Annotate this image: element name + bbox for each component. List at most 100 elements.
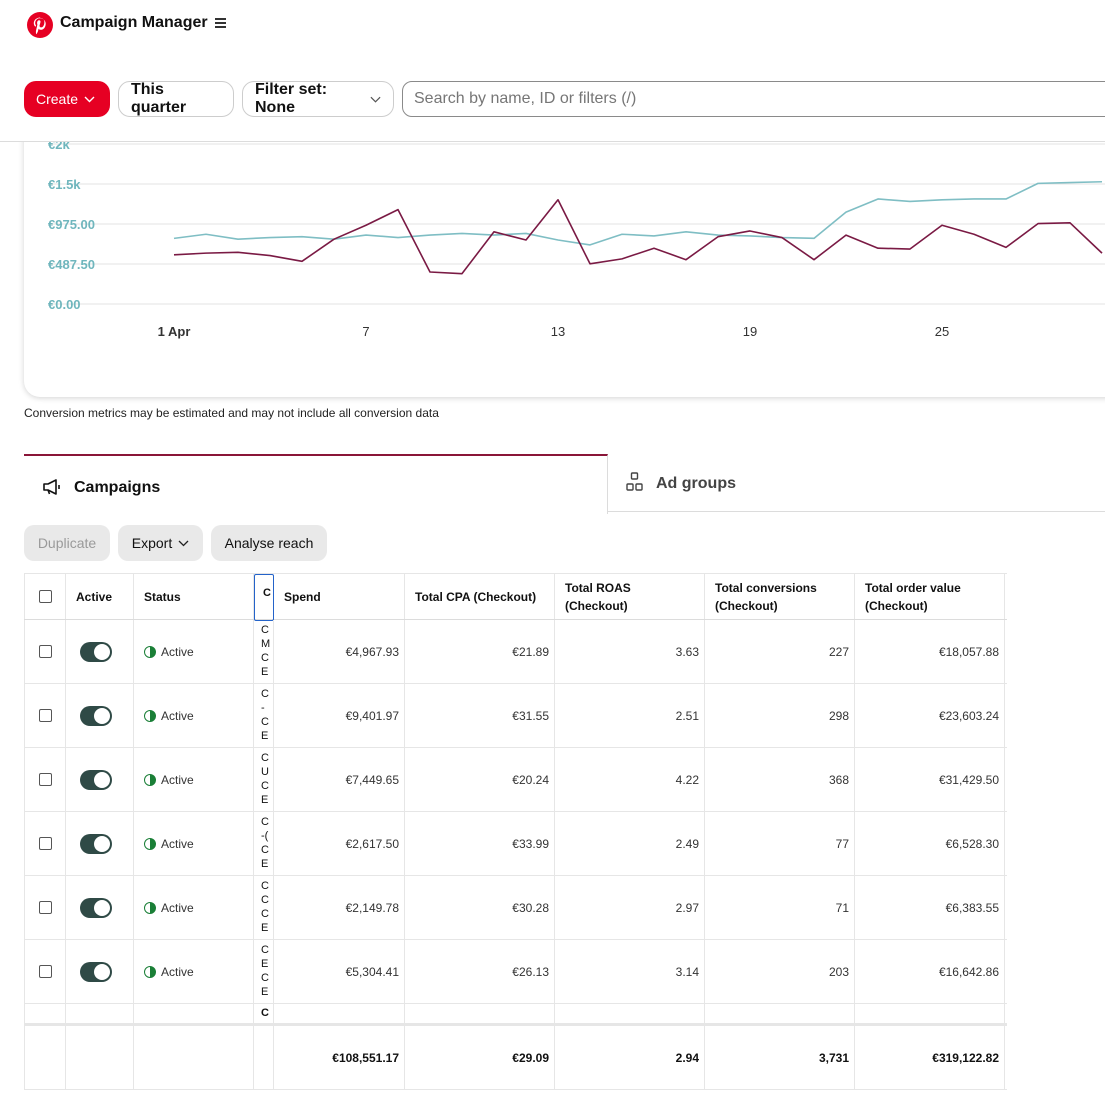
header-conversions[interactable]: Total conversions (Checkout)	[705, 574, 855, 619]
row-spend: €7,449.65	[274, 748, 405, 811]
table-header-row: Active Status C Spend Total CPA (Checkou…	[24, 573, 1007, 621]
row-roas: 2.49	[555, 812, 705, 875]
row-name-cell[interactable]: C C C E	[254, 876, 274, 939]
ad-groups-icon	[626, 472, 643, 491]
row-cpa: €20.24	[405, 748, 555, 811]
conversion-disclaimer: Conversion metrics may be estimated and …	[24, 406, 439, 420]
row-status-cell: Active	[134, 812, 254, 875]
y-tick-label: €487.50	[48, 257, 95, 272]
date-range-button[interactable]: This quarter	[118, 81, 234, 117]
active-toggle[interactable]	[80, 897, 112, 918]
row-name-cell[interactable]: C -( C E	[254, 812, 274, 875]
table-row[interactable]: Active C E C E €5,304.41 €26.13 3.14 203…	[24, 940, 1007, 1004]
header-spend[interactable]: Spend	[274, 574, 405, 619]
chevron-down-icon	[370, 96, 381, 103]
row-conversions: 77	[705, 812, 855, 875]
table-totals-row: €108,551.17 €29.09 2.94 3,731 €319,122.8…	[24, 1023, 1007, 1090]
status-active-icon	[144, 645, 156, 658]
totals-blank	[134, 1026, 254, 1089]
row-cpa	[405, 1004, 555, 1023]
header-roas[interactable]: Total ROAS (Checkout)	[555, 574, 705, 619]
active-toggle[interactable]	[80, 961, 112, 982]
row-spend: €2,149.78	[274, 876, 405, 939]
campaign-name-truncated: C E C E	[261, 944, 269, 998]
filter-set-label: Filter set: None	[255, 81, 328, 116]
row-order-value: €16,642.86	[855, 940, 1005, 1003]
row-checkbox[interactable]	[38, 901, 52, 914]
analyse-reach-button[interactable]: Analyse reach	[211, 525, 327, 561]
campaign-name-truncated: C -( C E	[261, 816, 269, 870]
row-spend: €2,617.50	[274, 812, 405, 875]
status-active-icon	[144, 773, 156, 786]
totals-blank	[254, 1026, 274, 1089]
row-roas: 2.51	[555, 684, 705, 747]
active-toggle[interactable]	[80, 641, 112, 662]
header-name[interactable]: C	[254, 574, 274, 621]
row-status-cell: Active	[134, 940, 254, 1003]
row-name-cell[interactable]: C M C E	[254, 620, 274, 683]
campaign-name-truncated: C C C E	[261, 880, 269, 934]
campaign-name-truncated: C U C E	[261, 752, 269, 806]
menu-icon[interactable]	[215, 18, 226, 28]
row-spend	[274, 1004, 405, 1023]
row-checkbox[interactable]	[38, 709, 52, 722]
row-checkbox[interactable]	[38, 645, 52, 658]
search-input[interactable]	[402, 81, 1105, 117]
row-select-cell	[24, 812, 66, 875]
table-row[interactable]: Active C C C E €2,149.78 €30.28 2.97 71 …	[24, 876, 1007, 940]
row-name-cell: C	[254, 1004, 274, 1023]
status-active-icon	[144, 965, 156, 978]
tab-campaigns-label: Campaigns	[74, 479, 161, 496]
pinterest-logo-icon[interactable]	[27, 12, 53, 38]
table-row[interactable]: Active C U C E €7,449.65 €20.24 4.22 368…	[24, 748, 1007, 812]
export-button[interactable]: Export	[118, 525, 203, 561]
performance-chart: €2k€1.5k€975.00€487.50€0.001 Apr 7 13 19 25	[48, 137, 1105, 339]
row-name-cell[interactable]: C U C E	[254, 748, 274, 811]
active-toggle[interactable]	[80, 833, 112, 854]
table-row[interactable]: Active C - C E €9,401.97 €31.55 2.51 298…	[24, 684, 1007, 748]
row-checkbox[interactable]	[38, 965, 52, 978]
duplicate-button[interactable]: Duplicate	[24, 525, 110, 561]
tab-ad-groups-label: Ad groups	[656, 475, 736, 492]
table-row[interactable]: Active C M C E €4,967.93 €21.89 3.63 227…	[24, 620, 1007, 684]
tab-ad-groups[interactable]: Ad groups	[608, 454, 1105, 512]
active-toggle[interactable]	[80, 705, 112, 726]
total-conversions: 3,731	[705, 1026, 855, 1089]
header-active[interactable]: Active	[66, 574, 134, 619]
megaphone-icon	[43, 479, 60, 495]
total-roas: 2.94	[555, 1026, 705, 1089]
status-text: Active	[161, 836, 194, 851]
x-tick-label: 25	[935, 324, 949, 339]
row-conversions: 298	[705, 684, 855, 747]
status-active-icon	[144, 709, 156, 722]
row-name-cell[interactable]: C E C E	[254, 940, 274, 1003]
total-spend: €108,551.17	[274, 1026, 405, 1089]
analyse-reach-label: Analyse reach	[224, 535, 314, 551]
select-all-checkbox[interactable]	[38, 590, 52, 603]
row-select-cell	[24, 684, 66, 747]
row-spend: €9,401.97	[274, 684, 405, 747]
campaigns-table: Active Status C Spend Total CPA (Checkou…	[24, 573, 1105, 1093]
header-cpa[interactable]: Total CPA (Checkout)	[405, 574, 555, 619]
row-checkbox[interactable]	[38, 773, 52, 786]
row-order-value: €18,057.88	[855, 620, 1005, 683]
row-checkbox[interactable]	[38, 837, 52, 850]
series-line-1[interactable]	[173, 180, 1103, 246]
tab-campaigns[interactable]: Campaigns	[24, 454, 608, 514]
row-name-cell[interactable]: C - C E	[254, 684, 274, 747]
table-row[interactable]: Active C -( C E €2,617.50 €33.99 2.49 77…	[24, 812, 1007, 876]
header-order-value[interactable]: Total order value (Checkout)	[855, 574, 1005, 619]
row-active-cell	[66, 812, 134, 875]
row-active-cell	[66, 876, 134, 939]
header-status[interactable]: Status	[134, 574, 254, 619]
series-line-2[interactable]	[173, 198, 1103, 275]
filter-set-button[interactable]: Filter set: None	[242, 81, 394, 117]
row-select-cell	[24, 876, 66, 939]
row-select-cell	[24, 1004, 66, 1023]
create-button[interactable]: Create	[24, 81, 110, 117]
active-toggle[interactable]	[80, 769, 112, 790]
row-roas: 3.14	[555, 940, 705, 1003]
row-order-value: €6,528.30	[855, 812, 1005, 875]
campaign-name-truncated: C - C E	[261, 688, 269, 742]
row-order-value: €6,383.55	[855, 876, 1005, 939]
